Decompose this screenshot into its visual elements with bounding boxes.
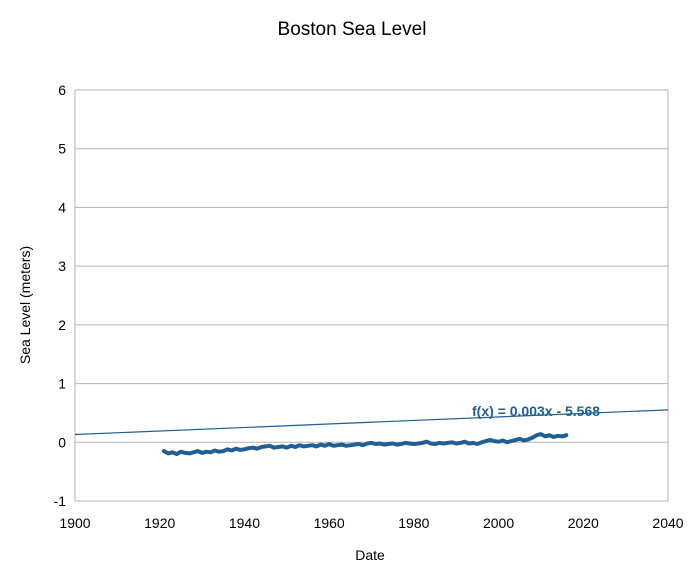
x-tick-label: 1960 <box>314 515 345 531</box>
x-tick-label: 1920 <box>144 515 175 531</box>
x-tick-label: 1940 <box>229 515 260 531</box>
x-tick-label: 1980 <box>398 515 429 531</box>
series-layer <box>161 432 569 456</box>
x-axis-title: Date <box>355 547 385 563</box>
y-tick-labels: -1 0 1 2 3 4 5 6 <box>54 82 67 509</box>
y-tick-label: 4 <box>58 199 66 215</box>
y-tick-label: 3 <box>58 258 66 274</box>
x-tick-label: 2040 <box>652 515 683 531</box>
y-tick-label: 1 <box>58 376 66 392</box>
series-line <box>161 432 569 456</box>
x-tick-label: 2000 <box>483 515 514 531</box>
plot-frame <box>74 89 669 502</box>
y-tick-label: 0 <box>58 434 66 450</box>
trendline <box>74 409 669 436</box>
x-tick-label: 2020 <box>568 515 599 531</box>
grid <box>75 89 668 502</box>
y-tick-label: 6 <box>58 82 66 98</box>
x-tick-label: 1900 <box>59 515 90 531</box>
x-tick-labels: 1900 1920 1940 1960 1980 2000 2020 2040 <box>59 515 683 531</box>
trendline-equation: f(x) = 0.003x - 5.568 <box>472 403 600 419</box>
y-tick-label: -1 <box>54 493 67 509</box>
y-tick-label: 5 <box>58 141 66 157</box>
chart-title: Boston Sea Level <box>278 19 427 40</box>
y-tick-label: 2 <box>58 317 66 333</box>
y-axis-title: Sea Level (meters) <box>17 246 33 364</box>
